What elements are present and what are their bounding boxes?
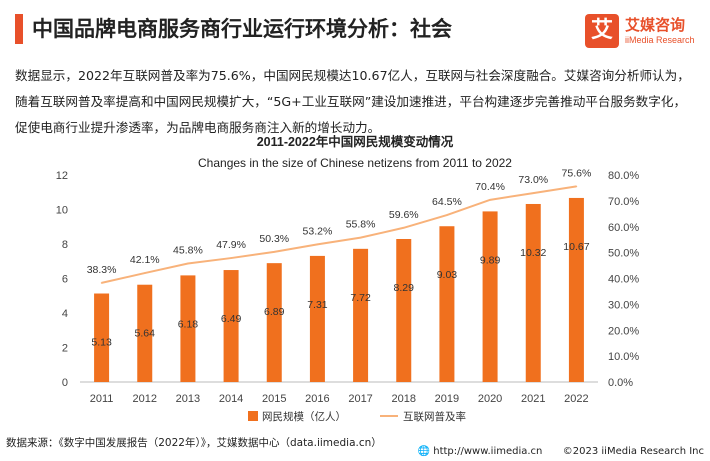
bar-value-label: 6.89 xyxy=(264,306,285,318)
bar-2012 xyxy=(137,284,153,382)
line-point-2019 xyxy=(446,214,448,216)
x-tick-label: 2016 xyxy=(305,393,329,405)
y-right-tick-label: 80.0% xyxy=(608,170,639,182)
line-point-2016 xyxy=(316,243,319,246)
bar-2021 xyxy=(525,203,541,382)
y-left-tick-label: 4 xyxy=(62,308,68,320)
line-penetration-rate xyxy=(101,185,577,284)
line-value-label: 53.2% xyxy=(303,225,333,237)
chart-subtitle: Changes in the size of Chinese netizens … xyxy=(198,156,512,170)
line-value-label: 38.3% xyxy=(87,264,117,276)
y-left-tick-label: 10 xyxy=(56,205,68,217)
x-tick-label: 2019 xyxy=(435,393,459,405)
globe-icon: 🌐 xyxy=(417,446,431,457)
y-right-tick-label: 60.0% xyxy=(608,222,639,234)
y-left-tick-label: 0 xyxy=(62,377,68,389)
line-value-label: 50.3% xyxy=(259,233,289,245)
line-point-2022 xyxy=(575,185,578,188)
source-note: 数据来源：《数字中国发展报告（2022年）》，艾媒数据中心（data.iimed… xyxy=(6,437,382,449)
line-value-label: 75.6% xyxy=(562,167,592,179)
logo-mark-icon: 艾 xyxy=(585,14,619,48)
x-tick-label: 2015 xyxy=(262,393,286,405)
line-value-label: 47.9% xyxy=(216,239,246,251)
bar-2015 xyxy=(266,263,282,382)
analysis-paragraph: 数据显示，2022年互联网普及率为75.6%，中国网民规模达10.67亿人，互联… xyxy=(15,68,690,135)
bar-2020 xyxy=(482,211,498,382)
line-point-2017 xyxy=(359,236,362,239)
line-point-2018 xyxy=(402,226,405,229)
page-title: 中国品牌电商服务商行业运行环境分析：社会 xyxy=(32,17,452,41)
y-right-tick-label: 0.0% xyxy=(608,377,633,389)
netizen-chart: 2011-2022年中国网民规模变动情况 Changes in the size … xyxy=(0,132,710,432)
y-left-tick-label: 6 xyxy=(62,274,68,286)
bar-value-label: 6.49 xyxy=(221,313,242,325)
line-value-label: 45.8% xyxy=(173,244,203,256)
line-value-label: 55.8% xyxy=(346,219,376,231)
line-point-2015 xyxy=(273,251,276,253)
bar-value-label: 10.67 xyxy=(563,241,589,253)
bar-2019 xyxy=(439,226,455,382)
line-value-label: 59.6% xyxy=(389,209,419,221)
line-value-label: 70.4% xyxy=(475,181,505,193)
footer-right: 🌐 http://www.iimedia.cn ©2023 iiMedia Re… xyxy=(418,446,704,457)
logo-cn-text: 艾媒咨询 xyxy=(625,16,686,34)
y-right-tick-label: 50.0% xyxy=(608,248,639,260)
chart-svg: 2011-2022年中国网民规模变动情况 Changes in the size … xyxy=(56,134,640,423)
x-tick-label: 2017 xyxy=(348,393,372,405)
line-point-2020 xyxy=(489,199,491,201)
bar-value-label: 10.32 xyxy=(520,247,546,259)
logo-en-text: iiMedia Research xyxy=(625,35,695,45)
x-tick-label: 2011 xyxy=(90,393,114,405)
x-tick-label: 2012 xyxy=(133,393,157,405)
x-tick-label: 2022 xyxy=(564,393,588,405)
copyright-text: ©2023 iiMedia Research Inc xyxy=(562,446,704,457)
title-accent-bar xyxy=(15,14,23,44)
site-link[interactable]: http://www.iimedia.cn xyxy=(433,446,543,457)
bar-value-label: 9.03 xyxy=(437,269,458,281)
bar-2014 xyxy=(223,270,239,382)
line-value-label: 73.0% xyxy=(518,174,548,186)
chart-title: 2011-2022年中国网民规模变动情况 xyxy=(257,134,454,149)
line-value-label: 42.1% xyxy=(130,254,160,266)
x-tick-label: 2020 xyxy=(478,393,502,405)
line-point-2021 xyxy=(532,192,535,194)
bar-2011 xyxy=(94,293,110,382)
bar-value-label: 8.29 xyxy=(394,282,415,294)
y-right-tick-label: 40.0% xyxy=(608,274,639,286)
y-right-tick-label: 30.0% xyxy=(608,299,639,311)
bar-2022 xyxy=(568,197,584,382)
bar-value-label: 9.89 xyxy=(480,254,501,266)
line-point-2011 xyxy=(100,282,103,284)
line-point-2013 xyxy=(187,262,189,265)
y-left-tick-label: 8 xyxy=(62,239,68,251)
line-point-2014 xyxy=(230,257,232,259)
bar-value-label: 7.31 xyxy=(307,299,328,311)
bar-value-label: 5.64 xyxy=(135,328,156,340)
bar-2017 xyxy=(353,248,369,382)
legend-bar-label: 网民规模（亿人） xyxy=(262,410,346,423)
y-right-tick-label: 70.0% xyxy=(608,196,639,208)
x-tick-label: 2021 xyxy=(521,393,545,405)
x-tick-label: 2013 xyxy=(176,393,200,405)
y-left-tick-label: 12 xyxy=(56,170,68,182)
bar-2013 xyxy=(180,275,196,382)
x-tick-label: 2014 xyxy=(219,393,243,405)
line-point-2012 xyxy=(143,272,146,274)
bar-2018 xyxy=(396,238,412,382)
y-right-tick-label: 20.0% xyxy=(608,325,639,337)
bar-value-label: 7.72 xyxy=(350,292,371,304)
legend-bar-swatch xyxy=(248,411,258,421)
y-left-tick-label: 2 xyxy=(62,343,68,355)
y-right-tick-label: 10.0% xyxy=(608,351,639,363)
x-tick-label: 2018 xyxy=(392,393,416,405)
line-value-label: 64.5% xyxy=(432,196,462,208)
bar-2016 xyxy=(309,255,325,382)
bar-value-label: 5.13 xyxy=(91,337,112,349)
legend-line-label: 互联网普及率 xyxy=(403,410,466,423)
bar-value-label: 6.18 xyxy=(178,318,199,330)
brand-logo: 艾 艾媒咨询 iiMedia Research xyxy=(585,14,697,54)
